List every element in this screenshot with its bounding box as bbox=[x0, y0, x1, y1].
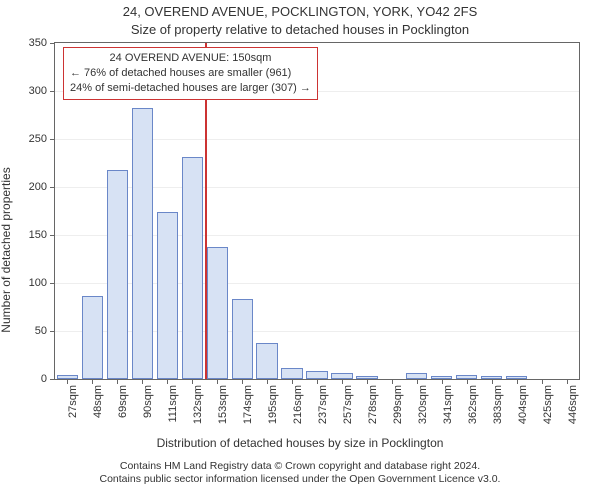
x-tick bbox=[342, 379, 343, 384]
x-tick bbox=[467, 379, 468, 384]
x-tick-label: 341sqm bbox=[442, 385, 454, 424]
bar bbox=[82, 296, 103, 379]
bar bbox=[107, 170, 128, 379]
x-tick-label: 69sqm bbox=[117, 385, 129, 418]
x-tick bbox=[242, 379, 243, 384]
x-tick bbox=[392, 379, 393, 384]
y-tick-label: 250 bbox=[29, 133, 47, 145]
y-tick-label: 150 bbox=[29, 229, 47, 241]
y-tick-label: 350 bbox=[29, 37, 47, 49]
x-tick bbox=[192, 379, 193, 384]
x-tick-label: 174sqm bbox=[242, 385, 254, 424]
y-tick-label: 50 bbox=[35, 325, 47, 337]
x-tick-label: 446sqm bbox=[567, 385, 579, 424]
annotation-line: 24% of semi-detached houses are larger (… bbox=[70, 81, 311, 96]
x-tick-label: 383sqm bbox=[492, 385, 504, 424]
x-tick bbox=[567, 379, 568, 384]
x-tick bbox=[417, 379, 418, 384]
chart-footer: Contains HM Land Registry data © Crown c… bbox=[0, 460, 600, 485]
x-tick bbox=[267, 379, 268, 384]
x-tick bbox=[542, 379, 543, 384]
chart-title-sub: Size of property relative to detached ho… bbox=[0, 22, 600, 37]
x-tick-label: 320sqm bbox=[417, 385, 429, 424]
y-tick bbox=[50, 43, 55, 44]
x-axis-title: Distribution of detached houses by size … bbox=[0, 436, 600, 450]
y-tick bbox=[50, 283, 55, 284]
y-tick-label: 300 bbox=[29, 85, 47, 97]
y-tick-label: 0 bbox=[41, 373, 47, 385]
y-tick-label: 100 bbox=[29, 277, 47, 289]
y-tick bbox=[50, 139, 55, 140]
bar bbox=[132, 108, 153, 379]
x-tick-label: 90sqm bbox=[142, 385, 154, 418]
x-tick-label: 216sqm bbox=[292, 385, 304, 424]
bar bbox=[306, 371, 327, 379]
x-tick-label: 237sqm bbox=[317, 385, 329, 424]
bar bbox=[256, 343, 277, 379]
x-tick-label: 48sqm bbox=[92, 385, 104, 418]
x-tick-label: 195sqm bbox=[267, 385, 279, 424]
x-tick-label: 299sqm bbox=[392, 385, 404, 424]
x-tick bbox=[367, 379, 368, 384]
annotation-line: 24 OVEREND AVENUE: 150sqm bbox=[70, 51, 311, 66]
x-tick-label: 404sqm bbox=[517, 385, 529, 424]
x-tick bbox=[167, 379, 168, 384]
x-tick-label: 111sqm bbox=[167, 385, 179, 423]
annotation-line: ← 76% of detached houses are smaller (96… bbox=[70, 66, 311, 81]
y-axis-title: Number of detached properties bbox=[0, 167, 13, 332]
x-tick bbox=[317, 379, 318, 384]
y-tick bbox=[50, 331, 55, 332]
x-tick bbox=[517, 379, 518, 384]
chart-plot-area: 05010015020025030035027sqm48sqm69sqm90sq… bbox=[54, 42, 580, 380]
x-tick-label: 362sqm bbox=[467, 385, 479, 424]
x-tick-label: 132sqm bbox=[192, 385, 204, 424]
x-tick-label: 153sqm bbox=[217, 385, 229, 424]
chart-title-main: 24, OVEREND AVENUE, POCKLINGTON, YORK, Y… bbox=[0, 4, 600, 19]
y-tick bbox=[50, 379, 55, 380]
x-tick bbox=[442, 379, 443, 384]
x-tick bbox=[67, 379, 68, 384]
bar bbox=[157, 212, 178, 379]
bar bbox=[281, 368, 302, 379]
bar bbox=[182, 157, 203, 379]
x-tick-label: 257sqm bbox=[342, 385, 354, 424]
x-tick-label: 27sqm bbox=[67, 385, 79, 418]
x-tick-label: 425sqm bbox=[542, 385, 554, 424]
x-tick bbox=[217, 379, 218, 384]
x-tick bbox=[492, 379, 493, 384]
x-tick bbox=[292, 379, 293, 384]
y-tick bbox=[50, 235, 55, 236]
x-tick bbox=[92, 379, 93, 384]
footer-line-2: Contains public sector information licen… bbox=[0, 473, 600, 486]
y-tick bbox=[50, 91, 55, 92]
y-tick-label: 200 bbox=[29, 181, 47, 193]
x-tick bbox=[117, 379, 118, 384]
annotation-box: 24 OVEREND AVENUE: 150sqm← 76% of detach… bbox=[63, 47, 318, 100]
bar bbox=[232, 299, 253, 379]
footer-line-1: Contains HM Land Registry data © Crown c… bbox=[0, 460, 600, 473]
x-tick-label: 278sqm bbox=[367, 385, 379, 424]
y-tick bbox=[50, 187, 55, 188]
x-tick bbox=[142, 379, 143, 384]
bar bbox=[207, 247, 228, 379]
